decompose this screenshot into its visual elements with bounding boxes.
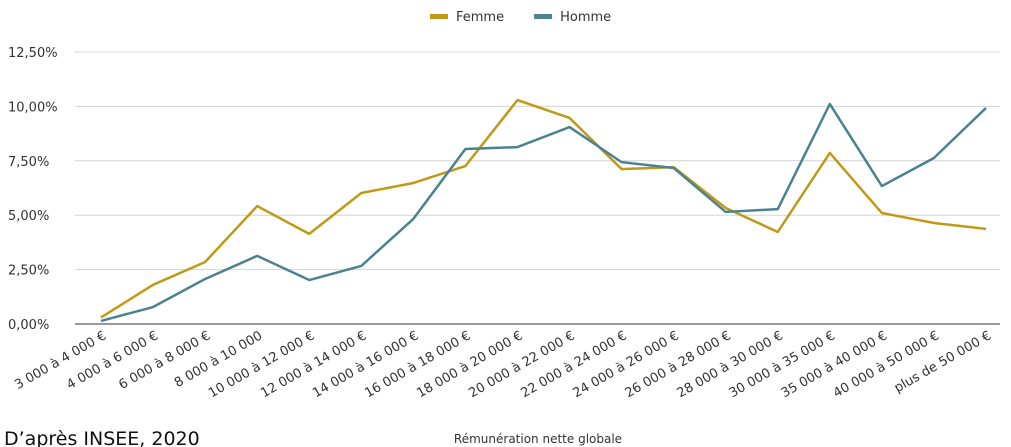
y-tick-label: 7,50% [8,155,49,170]
x-tick-label: 6 000 à 8 000 € [116,328,213,393]
y-tick-label: 10,00% [8,100,58,115]
legend-label: Homme [560,10,611,25]
y-tick-label: 0,00% [8,318,49,333]
x-tick-label: plus de 50 000 € [892,328,994,396]
legend-label: Femme [456,10,504,25]
y-tick-label: 2,50% [8,264,49,279]
x-tick-label: 3 000 à 4 000 € [12,328,109,393]
y-tick-label: 12,50% [8,46,58,61]
y-tick-label: 5,00% [8,209,49,224]
x-axis-label: Rémunération nette globale [454,432,622,446]
line [100,98,987,319]
legend-swatch [534,14,553,19]
x-tick-label: 4 000 à 6 000 € [64,328,161,393]
line [100,102,987,323]
source: D’après INSEE, 2020 [4,428,200,447]
legend-swatch [430,14,448,19]
